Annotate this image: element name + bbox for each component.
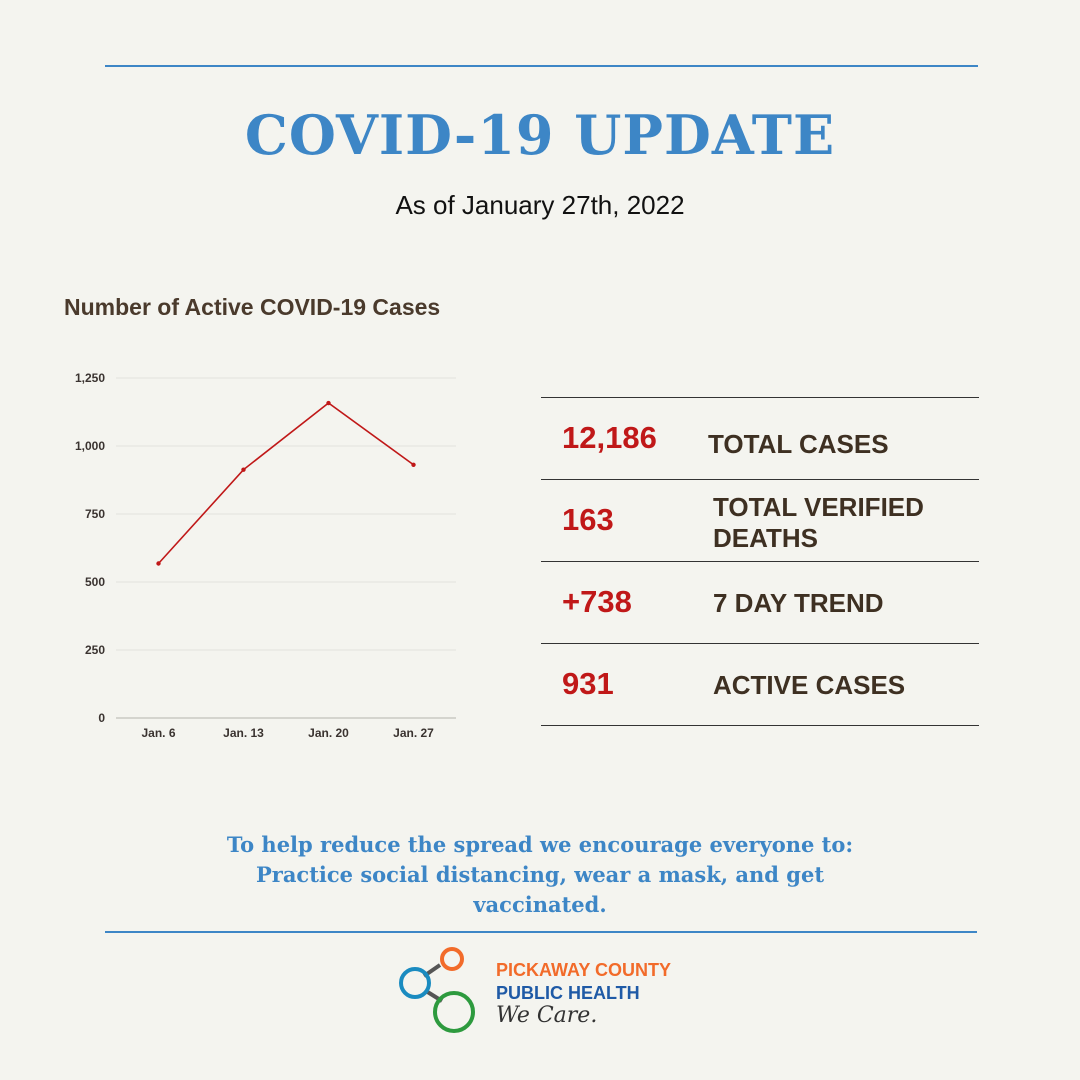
data-point (411, 462, 416, 467)
chart-title: Number of Active COVID-19 Cases (64, 294, 441, 320)
date-subtitle: As of January 27th, 2022 (395, 190, 685, 220)
stat-value: 12,186 (562, 420, 657, 455)
y-tick-label: 1,000 (75, 439, 105, 453)
y-tick-label: 250 (85, 643, 105, 657)
connected-circles-icon (399, 947, 475, 1033)
data-point (326, 400, 331, 406)
stat-row-7-day-trend: +738 7 DAY TREND (541, 561, 979, 643)
stat-row-total-cases: 12,186 TOTAL CASES (541, 397, 979, 479)
x-tick-label: Jan. 13 (223, 726, 264, 740)
chart-series (156, 400, 416, 566)
stat-label: TOTAL CASES (708, 429, 889, 459)
stat-value: 163 (562, 502, 614, 537)
stat-value: 931 (562, 666, 614, 701)
org-name-line-2: PUBLIC HEALTH (496, 983, 640, 1003)
stat-label: ACTIVE CASES (713, 670, 906, 700)
y-tick-label: 750 (85, 507, 105, 521)
stat-value: +738 (562, 584, 632, 619)
chart-axes: 0 250 500 750 1,000 1,250 Jan. 6 Jan. 13 Jan. 20… (75, 371, 456, 740)
prevention-line-1: To help reduce the spread we encourage e… (226, 832, 854, 857)
stat-label: TOTAL VERIFIED DEATHS (713, 492, 924, 553)
stats-table: 12,186 TOTAL CASES 163 TOTAL VERIFIED DE… (541, 397, 979, 726)
chart-gridlines (116, 377, 456, 651)
top-divider (105, 65, 978, 67)
org-name-line-1: PICKAWAY COUNTY (496, 960, 672, 980)
page-title: COVID-19 UPDATE (244, 103, 836, 167)
prevention-line-2: Practice social distancing, wear a mask,… (255, 862, 825, 887)
org-tagline: We Care. (496, 1003, 598, 1028)
y-tick-label: 500 (85, 575, 105, 589)
bottom-divider (105, 931, 977, 933)
stat-row-active-cases: 931 ACTIVE CASES (541, 643, 979, 726)
prevention-message: To help reduce the spread we encourage e… (180, 830, 900, 920)
stat-label: 7 DAY TREND (713, 588, 884, 618)
series-line (157, 402, 414, 565)
x-tick-label: Jan. 27 (393, 726, 434, 740)
y-tick-label: 1,250 (75, 371, 105, 385)
y-tick-label: 0 (98, 711, 105, 725)
data-point (156, 561, 161, 566)
stat-row-total-deaths: 163 TOTAL VERIFIED DEATHS (541, 479, 979, 561)
x-tick-label: Jan. 6 (141, 726, 175, 740)
x-tick-label: Jan. 20 (308, 726, 349, 740)
data-point (241, 467, 246, 472)
prevention-line-3: vaccinated. (473, 892, 607, 917)
active-cases-line-chart: 0 250 500 750 1,000 1,250 Jan. 6 Jan. 13 Jan. 20… (75, 371, 456, 740)
